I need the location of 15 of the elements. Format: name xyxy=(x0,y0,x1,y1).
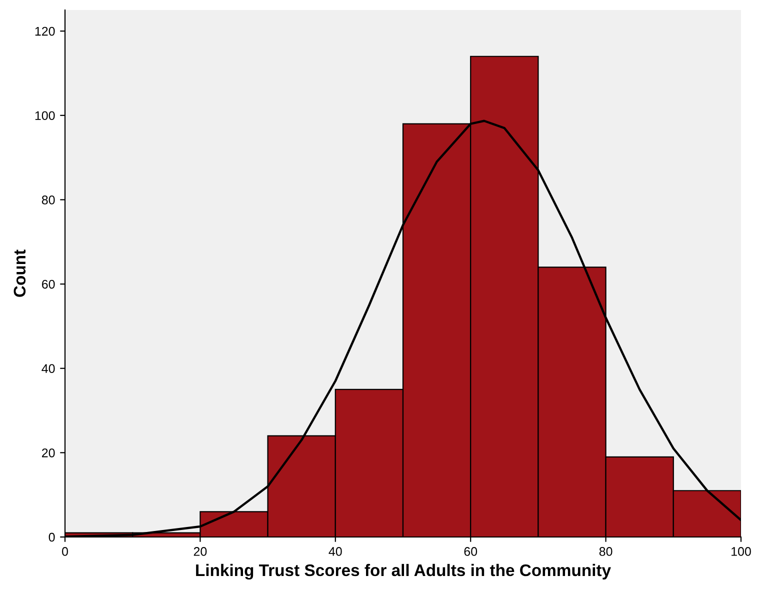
x-tick-label: 0 xyxy=(62,547,68,556)
x-tick-label: 100 xyxy=(732,547,751,556)
y-tick-label: 20 xyxy=(42,448,55,458)
y-tick-label: 40 xyxy=(42,364,55,374)
y-axis-title: Count xyxy=(14,250,26,297)
x-axis-title: Linking Trust Scores for all Adults in the Community xyxy=(196,564,611,580)
x-tick-label: 80 xyxy=(599,547,612,556)
y-tick-label: 120 xyxy=(35,26,55,36)
x-tick-label: 60 xyxy=(464,547,478,556)
y-tick-label: 80 xyxy=(42,196,55,204)
y-tick-label: 100 xyxy=(35,111,55,120)
x-tick-label: 40 xyxy=(328,547,342,556)
y-tick-label: 0 xyxy=(48,532,55,542)
y-tick-label: 60 xyxy=(42,280,55,289)
x-tick-label: 20 xyxy=(194,547,207,556)
